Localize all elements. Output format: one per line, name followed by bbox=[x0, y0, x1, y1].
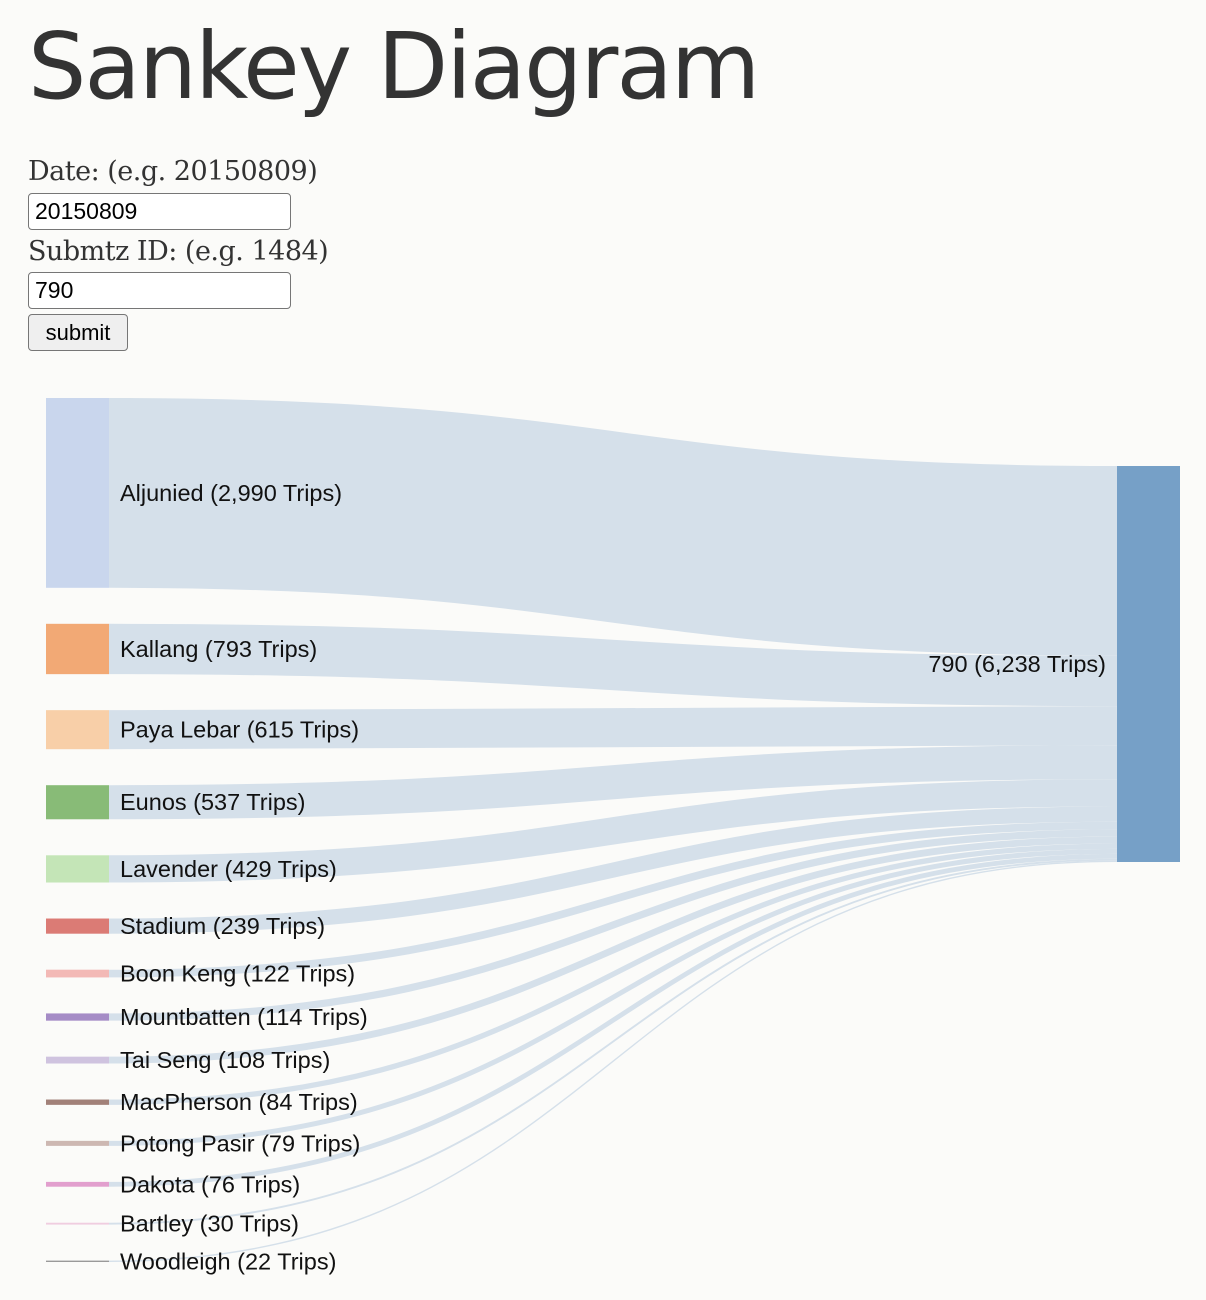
page-title: Sankey Diagram bbox=[28, 13, 760, 120]
link-boon-keng bbox=[108, 821, 1118, 978]
node-label-paya-lebar: Paya Lebar (615 Trips) bbox=[120, 717, 359, 743]
link-potong-pasir bbox=[108, 848, 1118, 1146]
date-label: Date: (e.g. 20150809) bbox=[28, 156, 318, 187]
link-aljunied bbox=[108, 397, 1118, 656]
link-stadium bbox=[108, 806, 1118, 934]
node-label-target: 790 (6,238 Trips) bbox=[928, 651, 1106, 677]
link-paya-lebar bbox=[108, 706, 1118, 750]
node-mountbatten bbox=[46, 1013, 109, 1021]
node-label-lavender: Lavender (429 Trips) bbox=[120, 856, 337, 882]
node-label-boon-keng: Boon Keng (122 Trips) bbox=[120, 961, 355, 987]
node-label-aljunied: Aljunied (2,990 Trips) bbox=[120, 480, 342, 506]
node-stadium bbox=[46, 918, 109, 934]
link-tai-seng bbox=[108, 836, 1118, 1064]
date-input[interactable] bbox=[28, 193, 291, 230]
node-label-kallang: Kallang (793 Trips) bbox=[120, 636, 317, 662]
node-label-tai-seng: Tai Seng (108 Trips) bbox=[120, 1047, 330, 1073]
sankey-labels: Aljunied (2,990 Trips) Kallang (793 Trips… bbox=[120, 480, 1106, 1274]
node-target-790 bbox=[1117, 466, 1180, 862]
link-eunos bbox=[108, 745, 1118, 820]
node-eunos bbox=[46, 785, 109, 820]
link-bartley bbox=[108, 858, 1118, 1225]
node-paya-lebar bbox=[46, 710, 109, 750]
node-label-woodleigh: Woodleigh (22 Trips) bbox=[120, 1248, 336, 1274]
link-mountbatten bbox=[108, 829, 1118, 1021]
node-woodleigh bbox=[46, 1260, 109, 1262]
node-kallang bbox=[46, 623, 109, 675]
node-potong-pasir bbox=[46, 1140, 109, 1146]
node-dakota bbox=[46, 1181, 109, 1187]
node-label-macpherson: MacPherson (84 Trips) bbox=[120, 1089, 358, 1115]
link-lavender bbox=[108, 779, 1118, 883]
node-aljunied bbox=[46, 398, 109, 588]
link-macpherson bbox=[108, 843, 1118, 1105]
node-label-potong-pasir: Potong Pasir (79 Trips) bbox=[120, 1130, 360, 1156]
node-macpherson bbox=[46, 1099, 109, 1105]
sankey-nodes bbox=[46, 398, 1180, 1262]
link-kallang bbox=[108, 623, 1118, 707]
node-tai-seng bbox=[46, 1056, 109, 1064]
node-lavender bbox=[46, 855, 109, 883]
node-label-bartley: Bartley (30 Trips) bbox=[120, 1211, 299, 1237]
node-label-eunos: Eunos (537 Trips) bbox=[120, 789, 305, 815]
node-label-mountbatten: Mountbatten (114 Trips) bbox=[120, 1004, 368, 1030]
node-bartley bbox=[46, 1222, 109, 1225]
link-dakota bbox=[108, 853, 1118, 1187]
submtz-id-label: Submtz ID: (e.g. 1484) bbox=[28, 236, 329, 267]
node-label-dakota: Dakota (76 Trips) bbox=[120, 1171, 300, 1197]
submit-button[interactable]: submit bbox=[28, 314, 128, 351]
node-boon-keng bbox=[46, 969, 109, 978]
sankey-links bbox=[108, 397, 1118, 1262]
link-woodleigh bbox=[108, 860, 1118, 1262]
node-label-stadium: Stadium (239 Trips) bbox=[120, 913, 325, 939]
submtz-id-input[interactable] bbox=[28, 272, 291, 309]
